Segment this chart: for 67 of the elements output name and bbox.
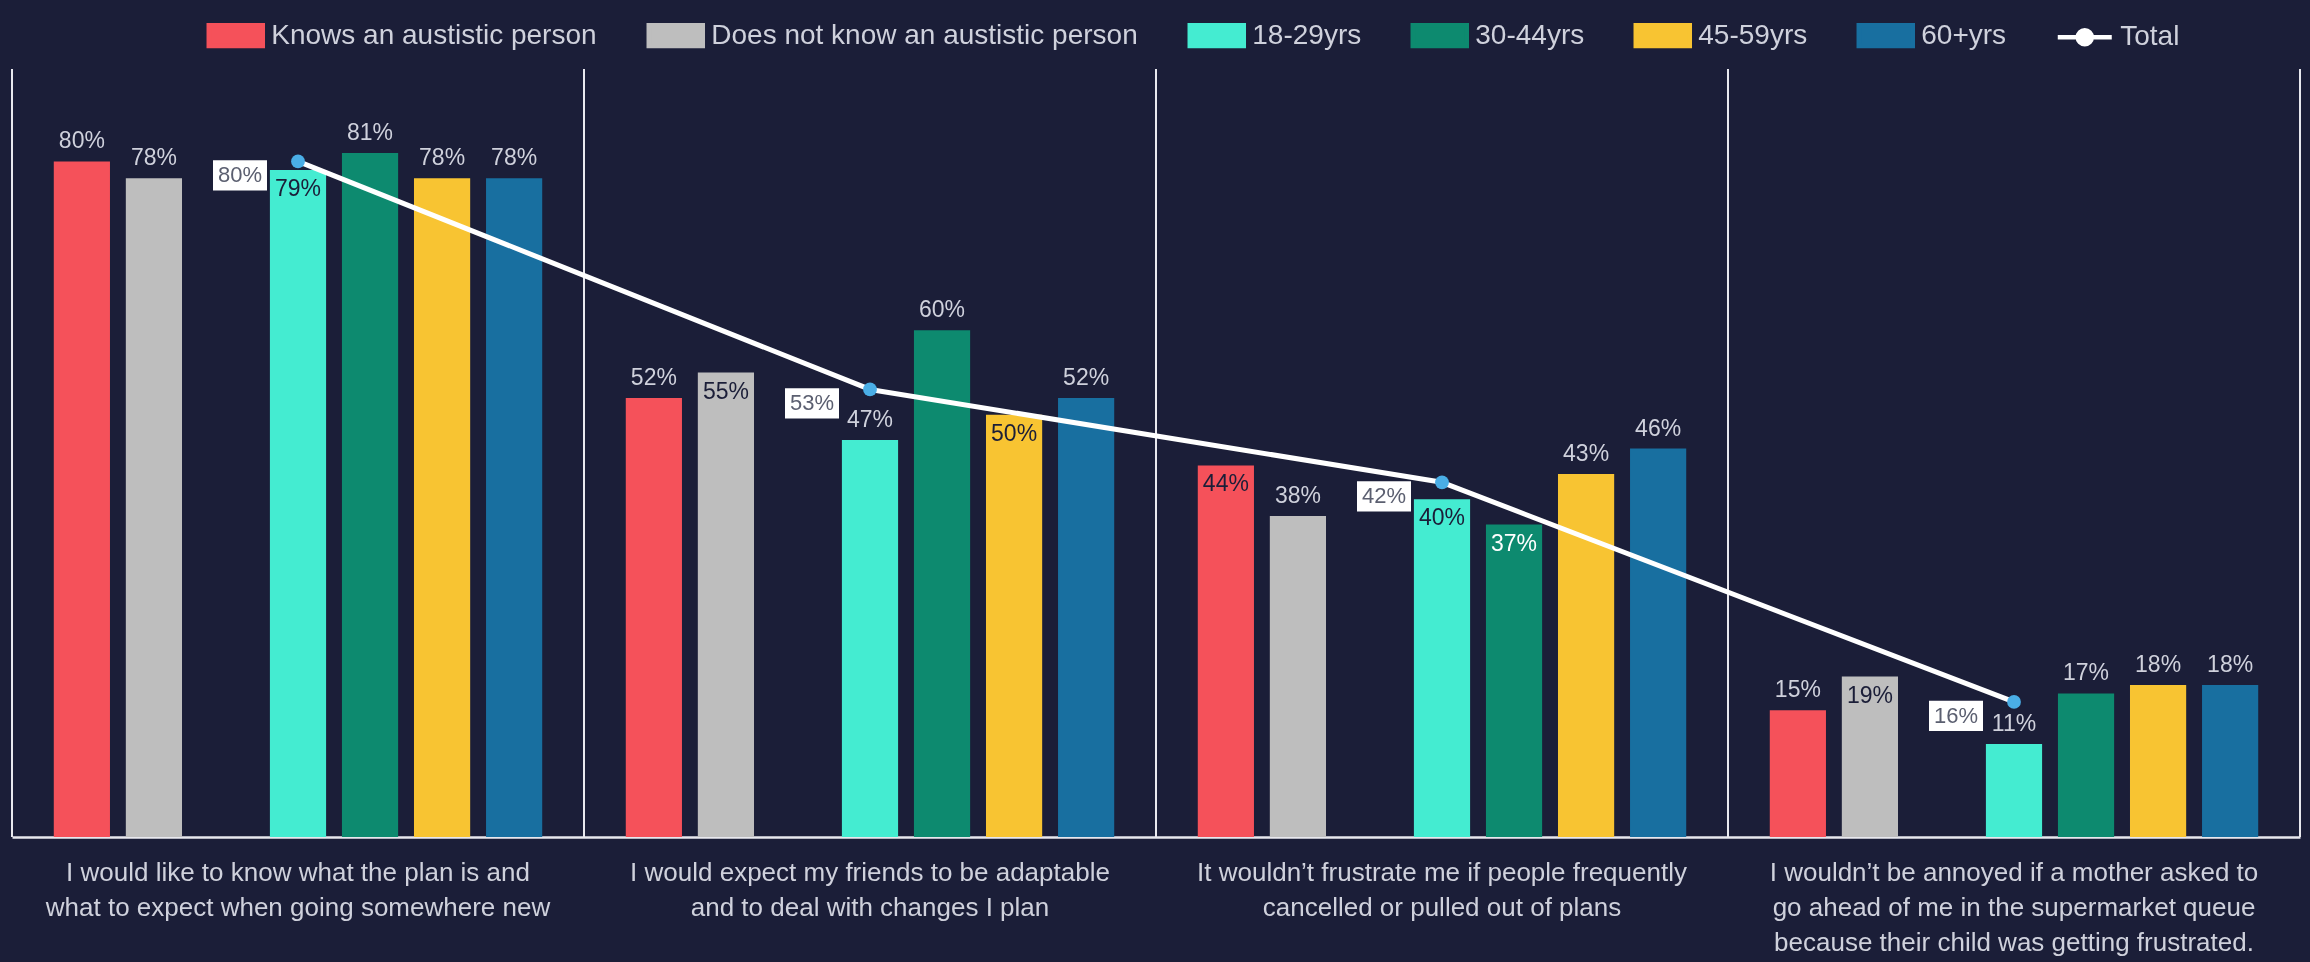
bar [2057,693,2115,837]
bar [53,161,110,837]
bar [2202,685,2259,837]
data-label: 78% [491,144,538,171]
data-label: 55% [702,377,749,404]
point [1435,475,1449,490]
data-label: 80% [58,127,105,154]
point [291,154,305,169]
data-label: 19% [1846,681,1893,708]
data-label: 80% [217,162,263,188]
data-label: 43% [1563,439,1610,466]
data-label: 52% [1063,363,1110,390]
bar [1841,676,1899,837]
legend-label: 60+yrs [1921,18,2007,50]
x-tick-label: I wouldn’t be annoyed if a mother asked to go ahead of me in the supermarket queue because their child was getting frustrated. [1769,856,2259,957]
data-label: 78% [130,144,177,171]
bar [1058,397,1115,837]
bar [841,440,899,837]
bar [985,414,1043,837]
bar [1485,524,1543,837]
data-label: 81% [347,119,394,145]
bar [413,178,471,837]
data-label: 40% [1418,504,1466,531]
data-label: 44% [1202,470,1249,497]
bar [1413,499,1471,837]
bar [625,397,682,837]
legend-label: 18-29yrs [1252,18,1362,50]
bar [1985,744,2043,837]
data-label: 60% [919,296,966,323]
legend-label: Does not know an austistic person [711,18,1138,50]
legend-label: Total [2120,20,2180,52]
data-label: 79% [274,174,322,201]
data-label: 52% [630,363,677,390]
bar [1269,516,1327,837]
data-label: 16% [1933,702,1979,728]
point [2007,695,2021,709]
bar [125,178,183,837]
data-label: 38% [1274,482,1321,509]
point [863,382,877,397]
data-label: 50% [991,419,1038,446]
data-label: 46% [1635,414,1682,441]
legend-label: 30-44yrs [1475,18,1585,50]
legend-label: 45-59yrs [1698,18,1808,50]
data-label: 47% [846,406,894,433]
bar [913,330,971,837]
x-tick-label: I would like to know what the plan is and what to expect when going somewhere new [44,856,551,922]
bar [2129,685,2187,837]
x-tick-label: It wouldn’t frustrate me if people frequently cancelled or pulled out of plans [1197,856,1687,922]
data-label: 15% [1774,676,1821,703]
bar [697,372,755,837]
legend-label: Knows an austistic person [271,18,597,50]
bar [1557,473,1615,837]
data-label: 11% [1991,710,2037,737]
data-label: 42% [1361,483,1407,509]
data-label: 78% [419,144,466,171]
bar [269,169,327,837]
data-label: 53% [789,390,835,416]
x-tick-label: I would expect my friends to be adaptable and to deal with changes I plan [630,856,1110,922]
bar [1197,465,1254,837]
bar [341,153,399,837]
data-label: 18% [2207,651,2254,677]
data-label: 37% [1491,529,1538,556]
data-label: 18% [2135,651,2182,677]
bar [486,178,543,837]
bar [1769,710,1826,837]
bar [1630,448,1687,837]
data-label: 17% [2063,659,2110,686]
